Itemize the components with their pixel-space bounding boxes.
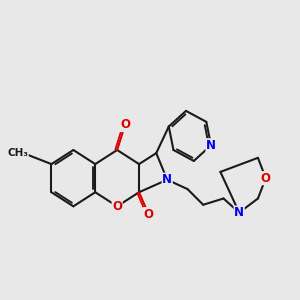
Text: O: O: [120, 118, 130, 131]
Text: O: O: [261, 172, 271, 185]
Text: N: N: [162, 173, 172, 186]
Text: O: O: [112, 200, 122, 213]
Text: N: N: [234, 206, 244, 219]
Text: O: O: [143, 208, 153, 220]
Text: CH₃: CH₃: [7, 148, 28, 158]
Text: N: N: [206, 139, 216, 152]
